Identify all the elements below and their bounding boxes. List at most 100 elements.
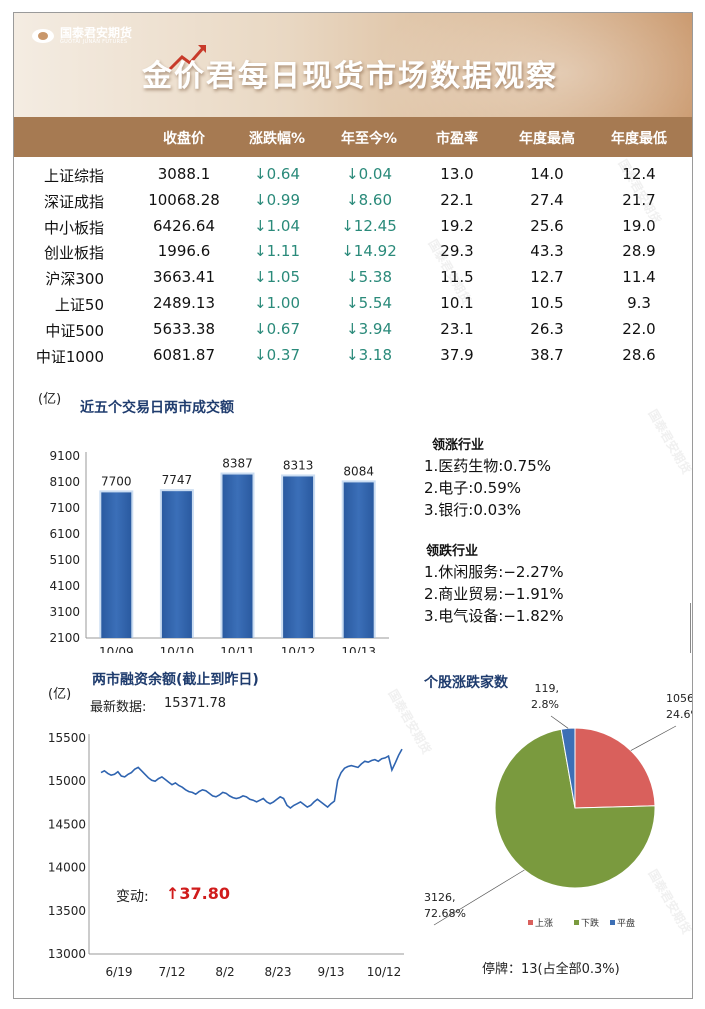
y-tick-label: 9100 <box>49 449 80 463</box>
pie-percent-label: 24.6% <box>666 708 692 721</box>
cell-low: 22.0 <box>622 319 656 338</box>
cell-pe: 37.9 <box>440 345 474 364</box>
leading-down-item: 2.商业贸易:−1.91% <box>424 585 564 603</box>
rising-arrow-icon <box>168 45 206 71</box>
watermark: 国泰君安期货 <box>645 407 693 477</box>
y-tick-label: 6100 <box>49 527 80 541</box>
bar <box>101 492 132 638</box>
cell-low: 11.4 <box>622 268 656 287</box>
stock-count-pie-chart: 1056, 24.6% 3126, 72.68% 119, 2.8% 上涨 下跌 平盘 <box>424 682 692 929</box>
pie-leader-line <box>433 869 525 926</box>
cell-low: 28.6 <box>622 345 656 364</box>
cell-chg: ↓0.37 <box>254 345 300 364</box>
cell-ytd: ↓5.54 <box>346 294 392 312</box>
index-name: 上证综指 <box>43 167 104 185</box>
margin-chart-title: 两市融资余额(截止到昨日) <box>92 672 259 688</box>
bar-value-label: 7700 <box>101 474 132 488</box>
cell-chg: ↓1.04 <box>254 216 300 235</box>
table-row: 上证综指 3088.1 ↓0.64 ↓0.04 13.0 14.0 12.4 <box>14 161 692 187</box>
cell-ytd: ↓5.38 <box>346 268 392 287</box>
pie-slice <box>574 727 656 809</box>
y-tick-label: 8100 <box>49 475 80 489</box>
latest-data-value: 15371.78 <box>164 696 227 711</box>
index-name: 深证成指 <box>43 192 104 211</box>
cell-low: 12.4 <box>622 165 656 183</box>
cell-low: 19.0 <box>622 216 656 235</box>
table-row: 上证50 2489.13 ↓1.00 ↓5.54 10.1 10.5 9.3 <box>14 290 692 316</box>
cell-low: 21.7 <box>622 190 656 209</box>
cell-close: 3088.1 <box>157 165 211 183</box>
cell-pe: 23.1 <box>440 319 474 338</box>
header-banner: 国泰君安期货 GUOTAI JUNAN FUTURES 金价君每日现货市场数据观… <box>14 13 692 117</box>
y-tick-label: 14500 <box>48 817 86 831</box>
change-value: ↑37.80 <box>166 884 231 903</box>
x-tick-label: 10/10 <box>160 645 195 653</box>
table-row: 深证成指 10068.28 ↓0.99 ↓8.60 22.1 27.4 21.7 <box>14 187 692 213</box>
cell-chg: ↓1.00 <box>254 294 300 312</box>
y-tick-label: 14000 <box>48 861 86 875</box>
margin-unit: (亿) <box>48 687 72 702</box>
index-name: 创业板指 <box>43 244 104 263</box>
bar-value-label: 8387 <box>222 457 253 471</box>
cell-pe: 10.1 <box>440 294 474 312</box>
cell-high: 38.7 <box>530 345 564 364</box>
cell-close: 1996.6 <box>157 242 211 261</box>
bar-value-label: 8313 <box>283 458 314 472</box>
col-ytd: 年至今% <box>340 131 398 147</box>
y-tick-label: 15000 <box>48 774 86 788</box>
pie-leader-line <box>550 715 569 729</box>
index-name: 中证1000 <box>35 347 104 366</box>
cell-close: 10068.28 <box>148 190 220 209</box>
cell-high: 25.6 <box>530 216 564 235</box>
index-name: 中证500 <box>45 321 104 340</box>
cell-ytd: ↓12.45 <box>341 216 397 235</box>
cell-high: 14.0 <box>530 165 564 183</box>
report-title: 金价君每日现货市场数据观察 <box>142 59 558 94</box>
volume-bar-chart: 2100 3100 4100 5100 6100 7100 8100 9100 7700 10/0… <box>49 449 389 653</box>
pie-value-label: 3126, <box>424 891 456 904</box>
cell-close: 2489.13 <box>152 294 216 312</box>
cell-ytd: ↓8.60 <box>346 190 392 209</box>
legend-swatch <box>528 920 533 925</box>
cell-chg: ↓0.99 <box>254 190 300 209</box>
cell-chg: ↓1.11 <box>254 242 300 261</box>
x-tick-label: 9/13 <box>318 965 345 979</box>
volume-unit: (亿) <box>38 392 62 407</box>
bar-value-label: 7747 <box>162 473 193 487</box>
y-tick-label: 15500 <box>48 731 86 745</box>
index-name: 中小板指 <box>43 218 104 237</box>
table-row: 创业板指 1996.6 ↓1.11 ↓14.92 29.3 43.3 28.9 <box>14 238 692 264</box>
y-tick-label: 2100 <box>49 631 80 645</box>
y-tick-label: 13500 <box>48 904 86 918</box>
cell-high: 27.4 <box>530 190 564 209</box>
leading-up-item: 3.银行:0.03% <box>424 501 522 519</box>
bar-value-label: 8084 <box>343 464 374 478</box>
company-logo: 国泰君安期货 GUOTAI JUNAN FUTURES <box>32 27 132 45</box>
bar <box>161 491 192 638</box>
x-tick-label: 10/13 <box>341 645 376 653</box>
x-tick-label: 8/23 <box>265 965 292 979</box>
x-tick-label: 10/11 <box>220 645 255 653</box>
col-change: 涨跌幅% <box>248 131 306 147</box>
col-year-high: 年度最高 <box>519 131 575 147</box>
margin-line-chart: 13000 13500 14000 14500 15000 15500 6/19 7/12 8/… <box>48 731 404 979</box>
legend-label: 平盘 <box>617 917 635 929</box>
cell-chg: ↓0.67 <box>254 319 300 338</box>
leading-up-title: 领涨行业 <box>432 438 485 453</box>
leading-down-title: 领跌行业 <box>426 544 479 559</box>
x-tick-label: 6/19 <box>106 965 133 979</box>
logo-text: 国泰君安期货 <box>60 26 133 40</box>
pie-leader-line <box>630 725 677 751</box>
cell-close: 5633.38 <box>152 319 216 338</box>
cell-high: 26.3 <box>530 319 564 338</box>
bar <box>283 476 314 638</box>
cell-pe: 19.2 <box>440 216 474 235</box>
col-pe: 市盈率 <box>436 131 478 147</box>
leading-up-item: 2.电子:0.59% <box>424 479 522 497</box>
cell-ytd: ↓3.94 <box>346 319 392 338</box>
legend-swatch <box>574 920 579 925</box>
cell-pe: 22.1 <box>440 190 474 209</box>
bar <box>343 482 374 638</box>
leading-up-item: 1.医药生物:0.75% <box>424 457 552 475</box>
cell-close: 6426.64 <box>152 216 216 235</box>
